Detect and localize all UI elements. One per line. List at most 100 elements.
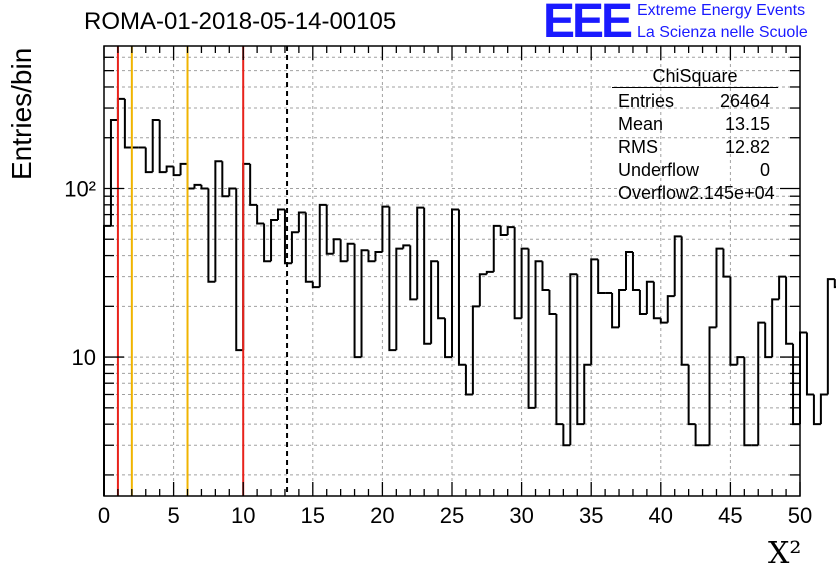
x-tick-label: 30 <box>509 503 533 528</box>
histogram-bin <box>221 161 230 198</box>
histogram-bin <box>492 224 501 272</box>
histogram-bin <box>638 289 647 316</box>
histogram-bin <box>562 424 571 447</box>
histogram-bin <box>311 281 320 289</box>
histogram-bin <box>339 239 348 263</box>
chart-title: ROMA-01-2018-05-14-00105 <box>84 8 397 35</box>
histogram-bin <box>193 183 202 189</box>
histogram-bin <box>819 393 828 425</box>
logo-line-1: Extreme Energy Events <box>637 2 806 19</box>
x-tick-label: 10 <box>231 503 255 528</box>
marker-lines <box>116 46 289 496</box>
histogram-bin <box>771 298 780 358</box>
histogram-bin <box>263 223 272 263</box>
histogram-bin <box>277 208 285 221</box>
histogram-bin <box>235 188 244 352</box>
histogram-bin <box>151 118 160 173</box>
histogram-bin <box>381 205 390 253</box>
histogram-bin <box>631 252 640 291</box>
histogram-bin <box>485 270 494 275</box>
eee-logo: EEE <box>543 0 633 48</box>
histogram-bin <box>409 245 418 301</box>
stats-row-rms: RMS 12.82 <box>618 137 770 157</box>
histogram-bin <box>499 225 508 236</box>
histogram-bin <box>388 206 397 352</box>
histogram-bin <box>332 238 341 254</box>
histogram-bin <box>283 209 292 265</box>
histogram-bin <box>256 204 265 225</box>
histogram-bin <box>569 273 578 446</box>
histogram-bin <box>833 279 836 289</box>
histogram-bin <box>597 259 606 294</box>
histogram-bin <box>722 248 731 278</box>
histogram-bin <box>583 363 592 425</box>
histogram-bin <box>353 243 362 359</box>
histogram-bin <box>242 162 251 351</box>
histogram-bin <box>423 207 432 345</box>
histogram-bin <box>451 208 459 358</box>
histogram-bin <box>527 248 536 409</box>
x-tick-label: 45 <box>718 503 742 528</box>
histogram-bin <box>186 163 195 190</box>
histogram-bin <box>805 332 814 396</box>
histogram-bin <box>430 260 439 344</box>
histogram-bin <box>437 261 446 320</box>
histogram-bin <box>812 394 821 426</box>
histogram-bin <box>743 357 752 447</box>
histogram-bin <box>103 224 111 496</box>
histogram-bin <box>200 184 209 190</box>
y-tick-label: 10² <box>64 176 96 201</box>
histogram-bin <box>478 273 487 307</box>
histogram-bin <box>618 288 626 328</box>
histogram-bin <box>757 321 766 446</box>
histogram-bin <box>471 305 480 395</box>
x-tick-label: 15 <box>301 503 325 528</box>
x-tick-label: 5 <box>167 503 179 528</box>
histogram-bin <box>715 247 724 328</box>
logo-line-2: La Scienza nelle Scuole <box>637 24 808 41</box>
histogram-bin <box>116 97 125 120</box>
y-tick-label: 10 <box>72 345 96 370</box>
histogram-bin <box>318 203 327 288</box>
histogram-bin <box>666 295 675 323</box>
histogram-bin <box>179 162 188 176</box>
x-tick-label: 0 <box>98 503 110 528</box>
histogram-bin <box>778 275 787 300</box>
histogram-bin <box>144 147 153 174</box>
histogram-bin <box>228 187 237 197</box>
histogram-bin <box>464 364 473 396</box>
histogram-bin <box>590 258 599 365</box>
histogram-bin <box>402 244 411 249</box>
histogram-bin <box>165 165 174 173</box>
stats-row-underflow: Underflow 0 <box>618 160 770 180</box>
x-tick-label: 40 <box>649 503 673 528</box>
stats-row-mean: Mean 13.15 <box>618 114 770 134</box>
histogram-bin <box>652 281 661 320</box>
axes: 0 5 10 15 20 25 30 35 40 45 50 10 10² <box>64 45 812 528</box>
histogram-bin <box>172 166 181 177</box>
histogram-bin <box>576 274 585 426</box>
histogram-bin <box>506 226 515 235</box>
histogram-bin <box>736 356 745 365</box>
histogram-bin <box>297 211 306 233</box>
histogram-bin <box>694 424 703 447</box>
histogram-bin <box>541 261 550 291</box>
histogram-bin <box>367 250 376 263</box>
stats-box: ChiSquare Entries 26464 Mean 13.15 RMS 12.8… <box>612 66 778 205</box>
histogram-bin <box>764 322 773 359</box>
x-tick-label: 35 <box>579 503 603 528</box>
histogram-bin <box>513 227 522 320</box>
histogram-bin <box>360 249 369 358</box>
histogram-bin <box>729 276 738 366</box>
histogram-bin <box>548 289 557 316</box>
histogram-bin <box>290 231 299 264</box>
histogram-bin <box>687 364 696 426</box>
histogram-bin <box>444 318 452 359</box>
histogram-bin <box>792 343 800 426</box>
histogram-bin <box>680 236 689 366</box>
histogram-bin <box>785 276 794 345</box>
histogram-bin <box>416 206 425 300</box>
y-axis-label: Entries/bin <box>6 47 37 180</box>
histogram-bin <box>645 280 654 315</box>
